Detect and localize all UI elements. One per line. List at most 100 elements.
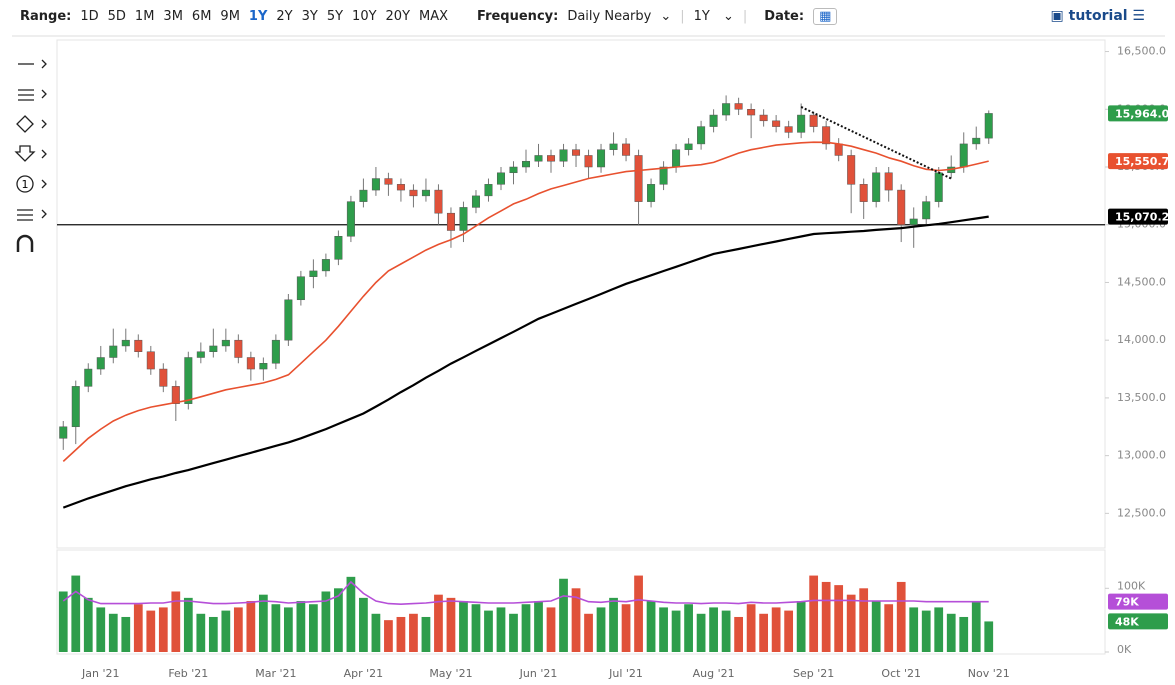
- volume-bar: [246, 601, 256, 652]
- tool-icon[interactable]: [14, 145, 36, 162]
- candle-body: [684, 143, 693, 150]
- period-select[interactable]: 1Y ⌄: [693, 8, 734, 24]
- range-button[interactable]: 20Y: [385, 8, 411, 24]
- candle-body: [859, 184, 868, 202]
- range-button[interactable]: 2Y: [276, 8, 293, 24]
- volume-bar: [509, 613, 518, 652]
- x-tick-label: Feb '21: [168, 667, 208, 680]
- candle-body: [672, 149, 681, 168]
- frequency-label: Frequency:: [477, 8, 559, 24]
- range-button[interactable]: 3Y: [301, 8, 318, 24]
- volume-bar: [434, 594, 443, 652]
- candle-body: [259, 363, 268, 370]
- x-tick-label: Jan '21: [81, 667, 119, 680]
- volume-bar: [521, 604, 531, 652]
- volume-bar: [759, 613, 769, 652]
- candle-body: [396, 184, 405, 191]
- range-button[interactable]: MAX: [419, 8, 449, 24]
- candle-body: [284, 299, 293, 341]
- candle-body: [609, 143, 618, 150]
- range-button[interactable]: 1M: [134, 8, 155, 24]
- candle-body: [772, 120, 781, 127]
- volume-frame: [56, 549, 1106, 655]
- range-button[interactable]: 1Y: [248, 8, 268, 24]
- volume-bar: [359, 597, 368, 652]
- tool-icon[interactable]: [16, 175, 34, 193]
- candle-body: [121, 339, 130, 347]
- candle-body: [959, 143, 968, 168]
- volume-bar: [571, 588, 581, 652]
- volume-bar: [671, 610, 681, 652]
- volume-bar: [721, 610, 731, 652]
- volume-bar: [684, 604, 693, 652]
- value-tag: [1108, 105, 1168, 122]
- candle-body: [922, 201, 931, 220]
- candle-body: [822, 126, 831, 145]
- volume-bar: [58, 591, 68, 652]
- frequency-select[interactable]: Daily Nearby ⌄: [567, 8, 672, 24]
- y-tick-label: 14,000.0: [1117, 333, 1166, 346]
- x-tick-label: Apr '21: [344, 667, 384, 680]
- y-tick-label: 16,500.0: [1117, 45, 1166, 58]
- brand-text: tutorial: [1068, 8, 1128, 24]
- range-group: 1D 5D 1M 3M 6M 9M 1Y 2Y 3Y 5Y 10Y 20Y MAX: [80, 9, 457, 24]
- candle-body: [71, 386, 80, 428]
- tool-icon[interactable]: [17, 209, 33, 221]
- candle-body: [59, 426, 68, 439]
- y-tick-label: 0K: [1117, 643, 1132, 656]
- range-label: Range:: [20, 8, 72, 24]
- candle-body: [572, 149, 581, 156]
- volume-bar: [496, 607, 506, 652]
- y-tick-label: 14,500.0: [1117, 275, 1166, 288]
- date-picker[interactable]: ▦: [813, 7, 838, 25]
- volume-bar: [71, 575, 81, 652]
- volume-bar: [609, 597, 618, 652]
- range-button[interactable]: 9M: [220, 8, 240, 24]
- volume-bar: [934, 607, 944, 652]
- range-button[interactable]: 3M: [163, 8, 183, 24]
- range-button[interactable]: 10Y: [352, 8, 377, 24]
- tool-icon[interactable]: [18, 89, 34, 101]
- tool-icon[interactable]: [16, 115, 34, 133]
- tool-icon[interactable]: [16, 234, 34, 252]
- candle-body: [622, 143, 631, 156]
- candle-body: [434, 189, 443, 214]
- volume-bar: [133, 604, 143, 652]
- volume-bar: [146, 610, 156, 652]
- volume-bar: [809, 575, 819, 652]
- value-tag-label: 48K: [1115, 615, 1139, 628]
- candle-body: [934, 172, 943, 202]
- candle-body: [134, 339, 143, 352]
- y-tick-label: 13,500.0: [1117, 391, 1166, 404]
- price-frame: [56, 39, 1106, 549]
- expand-arrow[interactable]: [41, 59, 47, 219]
- candle-body: [184, 357, 193, 404]
- ma-line: [62, 215, 989, 509]
- value-tag-label: 15,550.7: [1115, 155, 1169, 168]
- range-button[interactable]: 5Y: [326, 8, 344, 24]
- candle-body: [521, 160, 531, 168]
- value-tag: [1108, 593, 1168, 610]
- candle-body: [547, 155, 556, 162]
- value-tag: [1108, 153, 1168, 170]
- range-button[interactable]: 5D: [107, 8, 126, 24]
- volume-bar: [846, 594, 856, 652]
- candle-body: [584, 155, 593, 168]
- range-button[interactable]: 1D: [80, 8, 99, 24]
- candle-body: [709, 114, 718, 127]
- volume-bar: [709, 607, 718, 652]
- brand[interactable]: ▣ tutorial ☰: [1050, 8, 1145, 24]
- value-tag-label: 79K: [1115, 596, 1139, 609]
- candle-body: [809, 114, 818, 127]
- candle-body: [784, 126, 793, 133]
- candle-body: [159, 368, 168, 387]
- candle-body: [909, 218, 918, 225]
- range-button[interactable]: 6M: [191, 8, 212, 24]
- volume-bar: [584, 613, 593, 652]
- candle-body: [209, 345, 218, 352]
- y-tick-label: 100K: [1117, 579, 1146, 592]
- candle-body: [234, 339, 243, 358]
- candle-body: [972, 137, 981, 145]
